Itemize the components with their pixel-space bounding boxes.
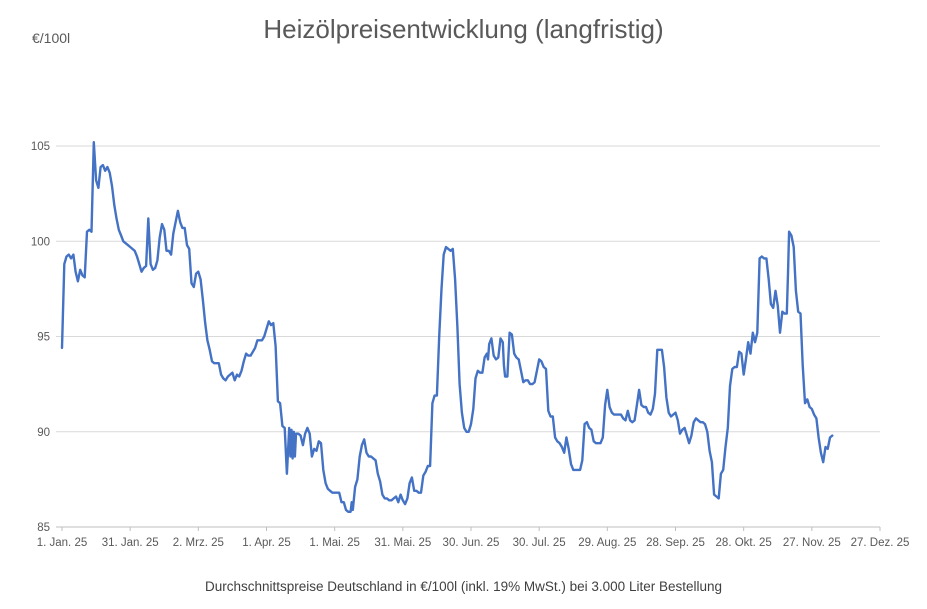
y-axis-unit-label: €/100l [32, 30, 71, 46]
x-tick-label: 1. Mai. 25 [309, 537, 360, 549]
x-tick-label: 1. Jan. 25 [37, 537, 88, 549]
x-tick-label: 28. Okt. 25 [716, 537, 772, 549]
x-tick-label: 30. Jul. 25 [513, 537, 566, 549]
y-tick-label: 95 [37, 332, 50, 344]
x-tick-label: 30. Jun. 25 [443, 537, 500, 549]
x-tick-label: 28. Sep. 25 [646, 537, 705, 549]
x-tick-label: 2. Mrz. 25 [173, 537, 224, 549]
x-tick-label: 29. Aug. 25 [578, 537, 636, 549]
x-tick-label: 31. Mai. 25 [374, 537, 431, 549]
x-tick-label: 27. Nov. 25 [783, 537, 841, 549]
y-tick-label: 90 [37, 427, 50, 439]
x-tick-label: 27. Dez. 25 [851, 537, 910, 549]
price-series-line [60, 140, 834, 513]
chart-caption: Durchschnittspreise Deutschland in €/100… [204, 579, 722, 594]
y-tick-label: 85 [37, 522, 50, 534]
y-tick-label: 100 [31, 236, 50, 248]
x-tick-label: 31. Jan. 25 [102, 537, 159, 549]
chart-title: Heizölpreisentwicklung (langfristig) [263, 14, 664, 44]
x-tick-label: 1. Apr. 25 [242, 537, 291, 549]
y-tick-label: 105 [31, 141, 50, 153]
